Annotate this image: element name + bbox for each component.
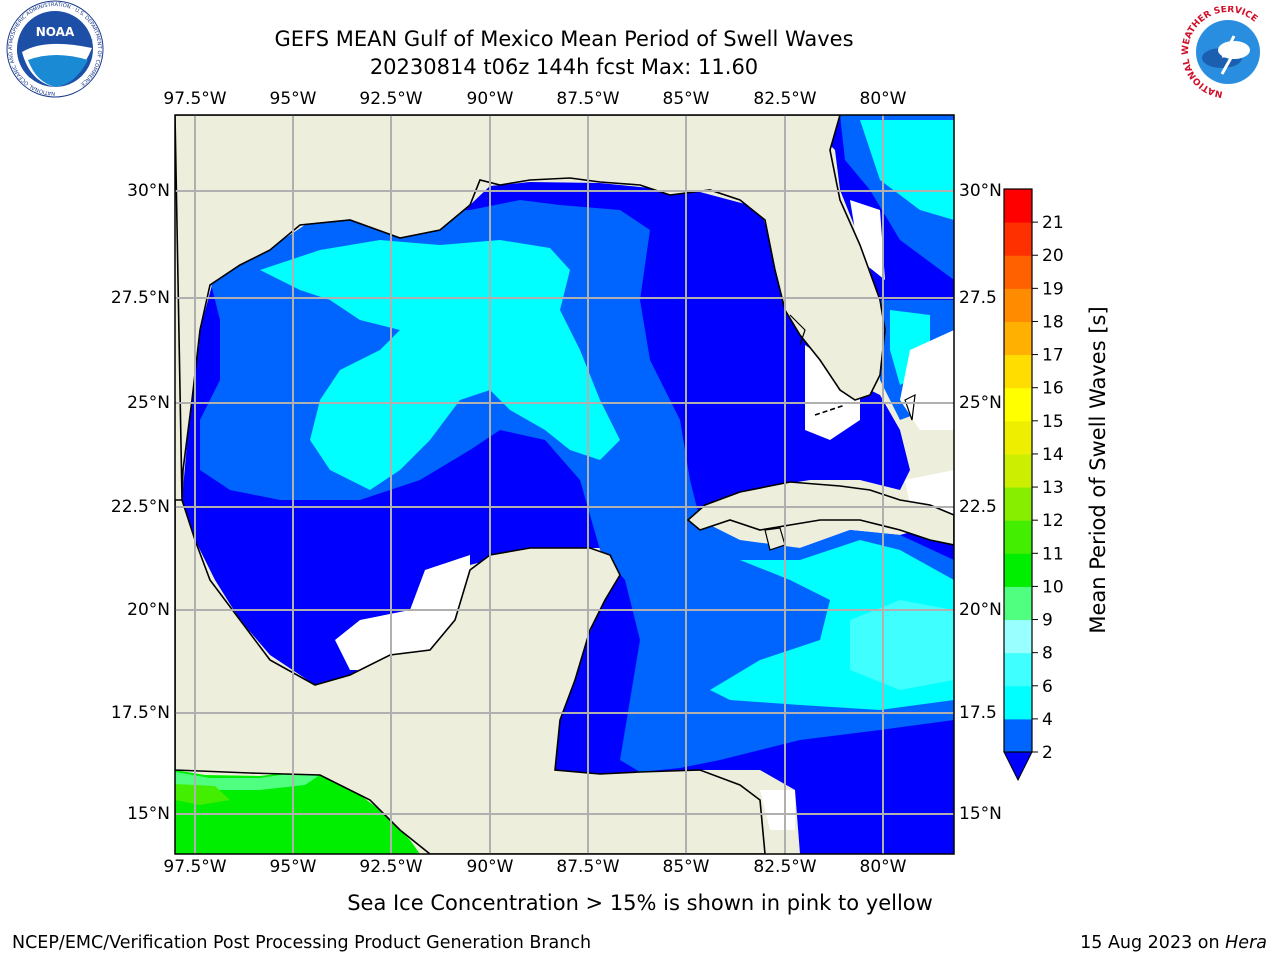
colorbar-tick-label: 21 [1042,213,1064,233]
colorbar-tick-label: 15 [1042,412,1064,432]
colorbar-tick-label: 6 [1042,677,1053,697]
cuba-landmass [686,481,954,546]
lon-tick-bottom: 92.5°W [359,857,423,877]
footer-branch: NCEP/EMC/Verification Post Processing Pr… [12,933,592,953]
colorbar-segment [1004,487,1032,521]
footer-host: Hera [1225,933,1267,953]
title-line2: 20230814 t06z 144h fcst Max: 11.60 [369,55,759,79]
lat-tick-left: 30°N [127,181,170,201]
lat-tick-right: 22.5 [959,497,997,517]
colorbar-tick-label: 10 [1042,577,1064,597]
colorbar-tick-label: 4 [1042,710,1053,730]
lat-tick-left: 25°N [127,393,170,413]
lon-tick-top: 82.5°W [753,89,817,109]
lat-tick-right: 30°N [959,181,1002,201]
map-frame [174,114,955,855]
colorbar-segment [1004,685,1032,720]
lon-tick-top: 87.5°W [556,89,620,109]
lat-tick-right: 17.5 [959,703,997,723]
colorbar-tick-label: 18 [1042,312,1064,332]
colorbar-tick-label: 9 [1042,611,1053,631]
sea-ice-caption: Sea Ice Concentration > 15% is shown in … [347,891,933,915]
colorbar-segment [1004,520,1032,554]
colorbar-segment [1004,255,1032,289]
colorbar-segment [1004,354,1032,389]
lon-tick-bottom: 90°W [466,857,514,877]
lat-tick-left: 22.5°N [110,497,170,517]
colorbar-tick-label: 19 [1042,279,1064,299]
colorbar-segment [1004,453,1032,488]
colorbar-segment [1004,652,1032,687]
colorbar-tick-label: 16 [1042,379,1064,399]
colorbar-segment [1004,222,1032,256]
lon-tick-top: 85°W [662,89,710,109]
lat-tick-right: 25°N [959,393,1002,413]
lat-tick-left: 15°N [127,804,170,824]
colorbar-segment [1004,321,1032,356]
lon-tick-bottom: 80°W [859,857,907,877]
footer-date-text: 15 Aug 2023 on [1080,933,1226,953]
colorbar-segment [1004,288,1032,322]
lat-tick-left: 17.5°N [110,703,170,723]
colorbar-tick-label: 2 [1042,743,1053,763]
colorbar-segment [1004,718,1032,753]
lat-tick-right: 20°N [959,600,1002,620]
colorbar-tick-label: 8 [1042,644,1053,664]
colorbar-segment [1004,586,1032,621]
footer-date: 15 Aug 2023 on Hera [1080,933,1267,953]
noaa-logo-text: NOAA [36,25,75,39]
noaa-logo: NATIONAL OCEANIC AND ATMOSPHERIC ADMINIS… [6,0,104,98]
colorbar-segment [1004,553,1032,587]
lon-tick-top: 95°W [269,89,317,109]
lon-tick-bottom: 97.5°W [163,857,227,877]
lon-tick-bottom: 85°W [662,857,710,877]
colorbar-segment [1004,420,1032,455]
colorbar-tick-label: 17 [1042,346,1064,366]
lon-tick-top: 92.5°W [359,89,423,109]
lon-tick-top: 90°W [466,89,514,109]
lon-tick-bottom: 82.5°W [753,857,817,877]
colorbar-tick-label: 14 [1042,445,1064,465]
colorbar-under-triangle [1003,751,1033,782]
colorbar-tick-label: 11 [1042,544,1064,564]
lat-tick-right: 27.5 [959,288,997,308]
mexico-landmass [175,499,766,854]
lat-tick-right: 15°N [959,804,1002,824]
colorbar-segment [1004,387,1032,422]
colorbar-label: Mean Period of Swell Waves [s] [1086,306,1110,634]
lon-tick-top: 97.5°W [163,89,227,109]
colorbar-tick-label: 12 [1042,511,1064,531]
colorbar-segment [1004,619,1032,654]
lat-tick-left: 27.5°N [110,288,170,308]
nws-logo: NATIONAL WEATHER SERVICE [1181,6,1273,98]
colorbar-tick-label: 13 [1042,478,1064,498]
lon-tick-bottom: 95°W [269,857,317,877]
lon-tick-top: 80°W [859,89,907,109]
colorbar-frame [1003,188,1033,753]
lat-tick-left: 20°N [127,600,170,620]
colorbar-segment [1004,189,1032,223]
title-line1: GEFS MEAN Gulf of Mexico Mean Period of … [274,27,854,51]
lon-tick-bottom: 87.5°W [556,857,620,877]
pacific-swell-area [175,770,420,854]
colorbar-tick-label: 20 [1042,246,1064,266]
